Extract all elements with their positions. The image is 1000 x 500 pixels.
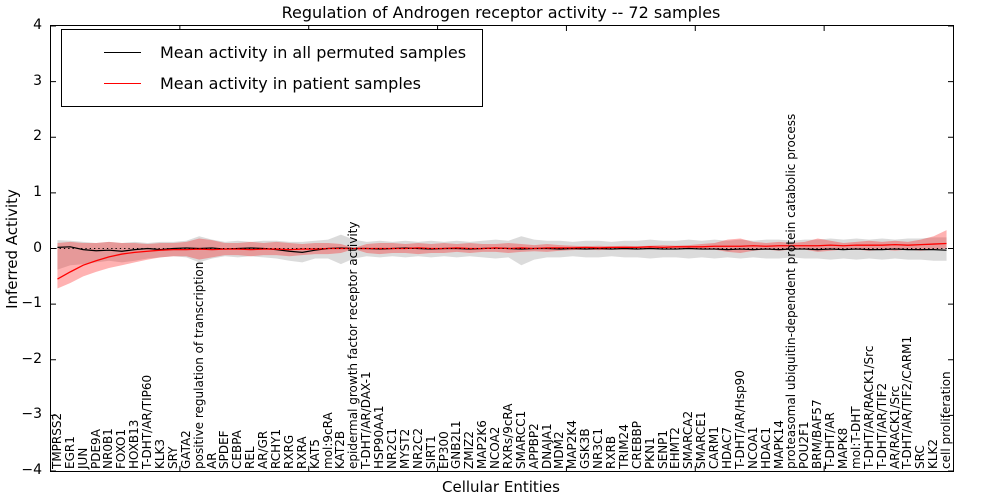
x-tick-label: T-DHT/AR/DAX-1 [359, 371, 374, 469]
x-tick-label: SPDEF [217, 430, 232, 469]
x-tick-label: EHMT2 [668, 427, 683, 469]
x-tick-label: GNB2L1 [449, 420, 464, 469]
x-tick-label: DNAJA1 [539, 423, 554, 469]
x-tick-label: MDM2 [552, 431, 567, 469]
x-tick-label: NR2C1 [384, 428, 399, 469]
x-tick-label: T-DHT/AR [823, 412, 838, 469]
x-tick-label: RXRA [294, 436, 309, 469]
x-tick-label: KAT2B [333, 430, 348, 469]
x-tick-label: RXRG [281, 434, 296, 469]
x-tick-label: FOXO1 [114, 428, 129, 469]
y-tick-label: 3 [33, 72, 42, 89]
x-tick-label: T-DHT/AR/TIP60 [140, 374, 155, 469]
x-tick-label: SIRT1 [423, 435, 438, 469]
patient-band [57, 230, 947, 289]
legend-label-patient: Mean activity in patient samples [160, 74, 421, 93]
x-tick-label: T-DHT/AR/RACK1/Src [861, 345, 876, 469]
y-tick-label: −4 [21, 462, 42, 478]
chart-title: Regulation of Androgen receptor activity… [281, 3, 721, 22]
permuted-line-sample-icon [104, 52, 141, 53]
x-tick-label: mol:T-DHT [848, 406, 863, 469]
x-tick-label: PKN1 [642, 437, 657, 469]
x-tick-label: AR/GR [256, 430, 271, 469]
x-tick-label: BRM/BAF57 [810, 399, 825, 469]
x-tick-label: AR/RACK1/Src [887, 385, 902, 469]
legend-label-permuted: Mean activity in all permuted samples [160, 43, 467, 62]
x-tick-label: SMARCA2 [681, 410, 696, 469]
x-tick-label: KAT5 [307, 439, 322, 469]
x-tick-label: CEBPA [230, 430, 245, 469]
patient-line-sample-icon [104, 83, 141, 84]
x-tick-label: EGR1 [62, 436, 77, 469]
x-tick-label: KLK3 [153, 438, 168, 469]
x-tick-label: JUN [75, 447, 90, 469]
x-tick-label: POU2F1 [797, 421, 812, 469]
x-tick-label: SENP1 [655, 429, 670, 469]
x-tick-label: GSK3B [578, 428, 593, 469]
x-tick-label: AR [204, 452, 219, 469]
x-tick-label: GATA2 [178, 430, 193, 469]
x-tick-label: CARM1 [707, 426, 722, 469]
x-tick-label: SRY [165, 446, 180, 469]
x-tick-label: SRC [913, 445, 928, 469]
x-tick-label: TRIM24 [616, 424, 631, 469]
x-tick-label: RCHY1 [269, 428, 283, 469]
x-tick-label: NCOA1 [745, 426, 760, 469]
x-tick-label: HDAC7 [720, 426, 734, 469]
y-tick-label: −2 [21, 350, 42, 367]
x-tick-label: CREBBP [629, 421, 644, 469]
legend-entry-permuted: Mean activity in all permuted samples [62, 37, 466, 68]
patient-mean-line [57, 242, 947, 280]
x-tick-label: ZMIZ2 [462, 431, 477, 469]
x-tick-label: EP300 [436, 431, 451, 469]
x-tick-label: HOXB13 [127, 419, 142, 469]
x-tick-label: PDE9A [88, 429, 103, 469]
x-tick-label: cell proliferation [939, 371, 954, 469]
x-tick-label: mol:9cRA [320, 412, 335, 469]
x-tick-label: RXRB [604, 435, 619, 469]
x-tick-label: MYST2 [397, 428, 412, 469]
x-tick-label: KLK2 [926, 438, 941, 469]
x-tick-label: MAPK14 [771, 420, 786, 469]
x-axis-label: Cellular Entities [442, 478, 560, 496]
y-tick-label: 2 [33, 128, 42, 145]
x-tick-label: HSP90AA1 [372, 405, 387, 469]
legend-entry-patient: Mean activity in patient samples [62, 68, 466, 99]
x-tick-label: T-DHT/AR/Hsp90 [732, 370, 747, 469]
y-tick-label: −3 [21, 406, 42, 423]
x-tick-label: epidermal growth factor receptor activit… [346, 221, 361, 469]
plot-area: TMPRSS2 EGR1 JUN PDE9A NR0B1 FOXO1 HOXB13 T-DHT… [50, 25, 954, 472]
permuted-band [57, 234, 947, 270]
x-tick-label: T-DHT/AR/TIF2/CARM1 [900, 335, 915, 469]
y-tick-label: −1 [21, 295, 42, 312]
x-tick-label: HDAC1 [758, 426, 773, 469]
x-tick-label: SMARCE1 [694, 411, 709, 469]
y-tick-labels: 4 3 2 1 0 −1 −2 −3 −4 [0, 0, 46, 500]
plot-canvas [51, 25, 953, 472]
x-tick-label: APPBP2 [526, 423, 541, 469]
legend: Mean activity in all permuted samples Me… [61, 29, 484, 107]
x-tick-label: positive regulation of transcription [191, 261, 206, 469]
x-tick-label: TMPRSS2 [49, 412, 64, 469]
x-tick-label: SMARCC1 [513, 410, 528, 469]
x-tick-label: REL [243, 446, 258, 469]
x-tick-label: NCOA2 [488, 426, 503, 469]
x-tick-label: NR3C1 [591, 428, 606, 469]
x-tick-label: NR0B1 [101, 428, 116, 469]
x-tick-label: MAP2K6 [475, 420, 490, 469]
x-tick-label: MAP2K4 [565, 420, 580, 469]
x-tick-label: proteasomal ubiquitin-dependent protein … [784, 113, 799, 469]
y-tick-label: 0 [33, 239, 42, 256]
x-tick-label: MAPK8 [835, 427, 850, 469]
y-tick-label: 1 [33, 183, 42, 200]
x-tick-label: RXRs/9cRA [500, 403, 515, 469]
x-tick-label: T-DHT/AR/TIF2 [874, 382, 889, 469]
x-tick-label: NR2C2 [410, 428, 425, 469]
y-tick-label: 4 [33, 17, 42, 33]
